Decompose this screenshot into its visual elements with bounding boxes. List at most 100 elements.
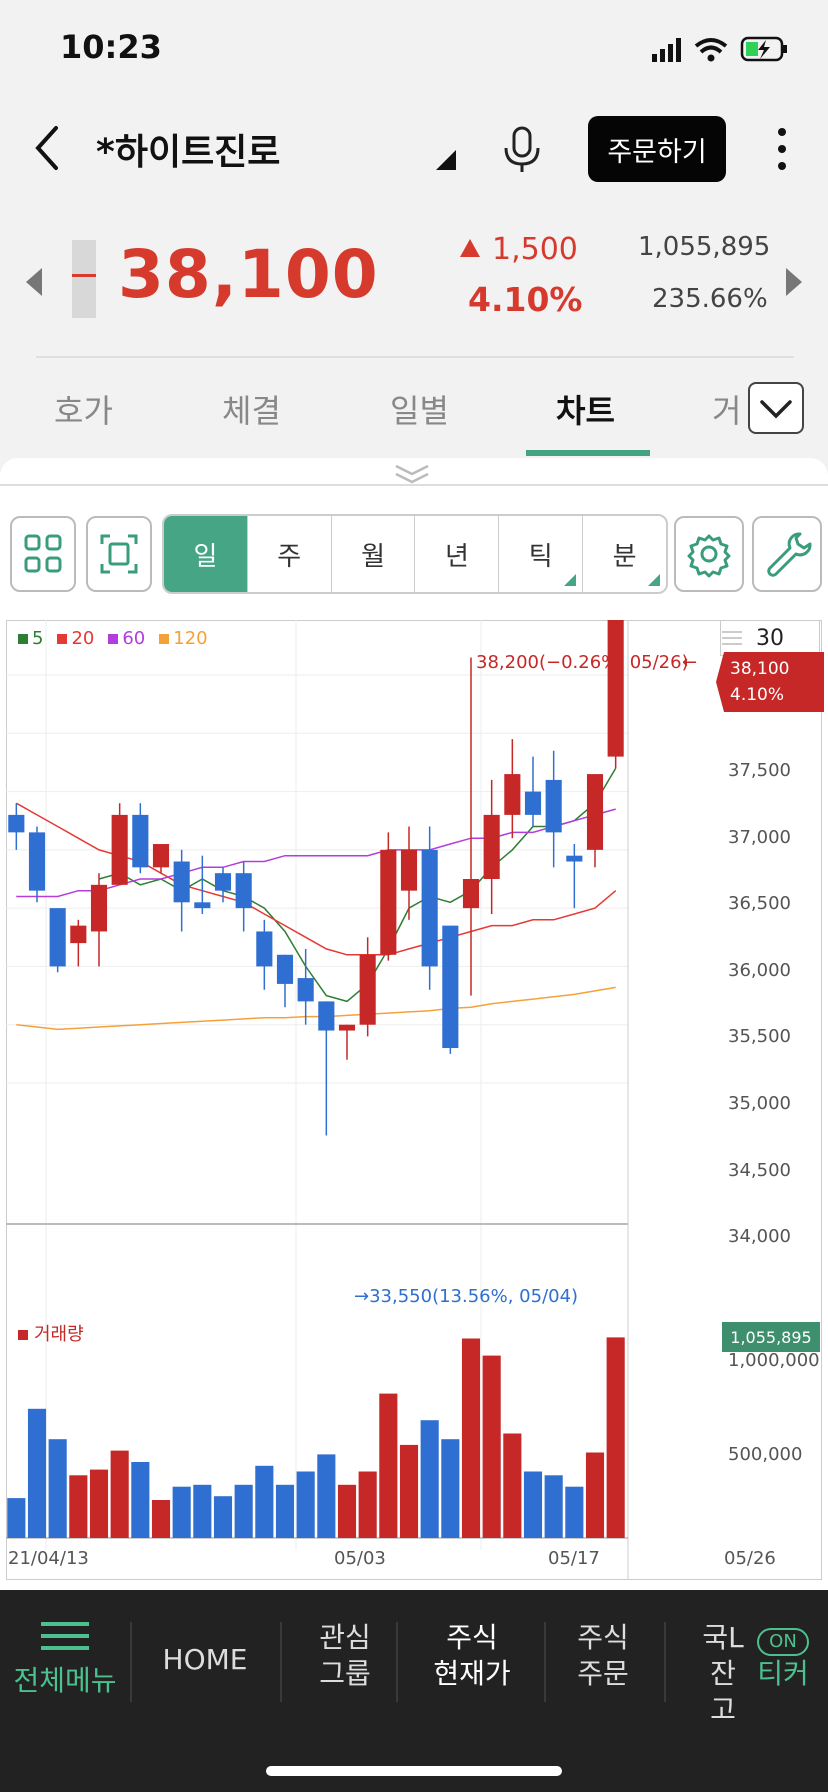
volume-bar [48, 1439, 67, 1538]
period-low-label: →33,550(13.56%, 05/04) [354, 1286, 579, 1307]
back-icon[interactable] [28, 122, 68, 174]
layout-grid-button[interactable] [10, 516, 76, 592]
chart-settings-button[interactable] [674, 516, 744, 592]
volume-bar [337, 1484, 357, 1538]
candle-body [8, 814, 25, 833]
x-tick: 05/26 [724, 1548, 776, 1569]
order-button[interactable]: 주문하기 [588, 116, 726, 182]
nav-ticker[interactable]: ON 티커 [748, 1620, 818, 1692]
tabs-dropdown-button[interactable] [748, 382, 804, 434]
volume-bar [172, 1486, 191, 1538]
volume-bar [379, 1393, 398, 1538]
tab-chart[interactable]: 차트 [556, 392, 615, 430]
wifi-icon [694, 38, 728, 48]
volume-bar [399, 1444, 419, 1538]
bottom-nav: 전체메뉴 HOME 관심 그룹 주식 현재가 주식 주문 국L 잔고 ON 티커 [0, 1590, 828, 1792]
tab-hoga[interactable]: 호가 [54, 392, 113, 430]
stock-dropdown-icon[interactable] [436, 150, 456, 170]
candle-body [483, 814, 500, 879]
vol-tick: 1,000,000 [728, 1350, 820, 1371]
fullscreen-button[interactable] [86, 516, 152, 592]
status-bar: 10:23 [0, 0, 828, 100]
next-stock-icon[interactable] [786, 268, 802, 296]
high-arrow-icon: ← [682, 652, 698, 673]
y-tick: 35,000 [728, 1093, 791, 1114]
current-price: 38,100 [118, 236, 379, 313]
candle-body [318, 1001, 335, 1031]
price-change: 1,500 [460, 232, 578, 267]
volume-bar [89, 1469, 109, 1538]
period-month[interactable]: 월 [332, 516, 416, 592]
x-tick: 21/04/13 [8, 1548, 89, 1569]
volume-bar [482, 1355, 501, 1538]
ticker-on-badge: ON [757, 1628, 809, 1656]
volume-bar [110, 1450, 129, 1538]
nav-all-menu[interactable]: 전체메뉴 [10, 1620, 120, 1699]
y-tick: 35,500 [728, 1026, 791, 1047]
home-indicator [266, 1766, 562, 1776]
wrench-icon [767, 532, 812, 577]
divider [0, 484, 828, 486]
candle-body [442, 925, 459, 1049]
change-percent: 4.10% [468, 280, 583, 319]
collapse-handle-icon[interactable] [392, 462, 432, 486]
status-icons [652, 36, 787, 62]
chevron-down-icon [760, 400, 792, 419]
period-year[interactable]: 년 [415, 516, 500, 592]
x-tick: 05/03 [334, 1548, 386, 1569]
candlestick-chart[interactable] [6, 620, 822, 1580]
candle-body [214, 873, 232, 891]
chart-frame [6, 620, 822, 1580]
nav-balance[interactable]: 국L 잔고 [702, 1621, 744, 1726]
x-tick: 05/17 [548, 1548, 600, 1569]
candle-body [28, 832, 46, 891]
volume-bar [420, 1420, 439, 1538]
nav-home[interactable]: HOME [162, 1643, 248, 1676]
prev-stock-icon[interactable] [26, 268, 42, 296]
current-volume-tag: 1,055,895 [722, 1322, 820, 1352]
nav-favorites[interactable]: 관심 그룹 [319, 1621, 371, 1690]
fullscreen-icon [100, 534, 138, 574]
period-week[interactable]: 주 [248, 516, 332, 592]
volume-bar [275, 1484, 295, 1538]
period-minute[interactable]: 분 [583, 516, 666, 592]
candle-body [545, 779, 562, 833]
candle-body [194, 902, 211, 909]
gear-icon [687, 534, 731, 578]
candle-body [359, 954, 376, 1025]
nav-order[interactable]: 주식 주문 [577, 1621, 629, 1690]
candle-body [49, 908, 66, 967]
ma-legend-item: 60 [108, 628, 145, 649]
volume-ratio: 235.66% [652, 284, 768, 314]
volume-bar [565, 1486, 584, 1538]
candle-body [297, 978, 314, 1002]
grid-icon [24, 534, 62, 573]
more-icon[interactable] [772, 126, 792, 172]
y-tick: 37,000 [728, 827, 791, 848]
candle-body [380, 849, 397, 955]
menu-lines-icon[interactable] [720, 626, 744, 650]
volume-bar [193, 1484, 212, 1538]
ma-legend: 5 20 60 120 [18, 628, 208, 649]
submenu-indicator-icon [647, 574, 660, 586]
status-time: 10:23 [60, 28, 162, 66]
microphone-icon[interactable] [500, 126, 544, 172]
tab-trades[interactable]: 체결 [222, 392, 281, 430]
nav-current-price[interactable]: 주식 현재가 [433, 1621, 511, 1690]
signal-icon [652, 54, 657, 62]
ma-line-20 [15, 802, 617, 956]
volume-bar [585, 1452, 605, 1538]
volume-bar [27, 1408, 47, 1538]
trade-volume: 1,055,895 [638, 232, 771, 262]
period-tick[interactable]: 틱 [499, 516, 584, 592]
tab-more[interactable]: 거 [712, 392, 742, 430]
period-day[interactable]: 일 [164, 516, 248, 592]
volume-bar [606, 1337, 625, 1538]
submenu-indicator-icon [564, 574, 577, 586]
volume-bar [69, 1475, 88, 1538]
candle-body [400, 849, 418, 891]
current-price-tag-text: 38,100 4.10% [730, 659, 790, 705]
chart-tools-button[interactable] [752, 516, 822, 592]
tab-daily[interactable]: 일별 [390, 392, 449, 430]
stock-title[interactable]: *하이트진로 [96, 132, 281, 173]
